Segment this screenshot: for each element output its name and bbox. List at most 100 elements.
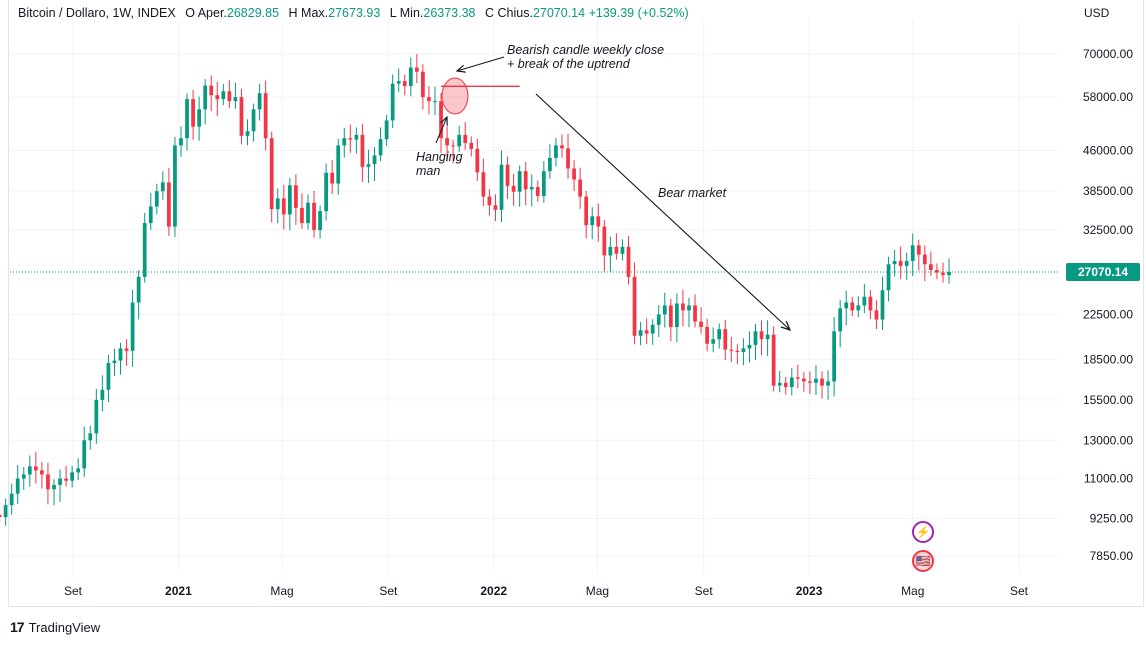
us-flag-icon[interactable]: 🇺🇸 <box>912 550 934 572</box>
candle[interactable] <box>251 103 256 142</box>
candle[interactable] <box>15 465 20 505</box>
bolt-icon[interactable]: ⚡ <box>912 521 934 543</box>
candle[interactable] <box>46 462 50 505</box>
candle[interactable] <box>777 370 782 393</box>
candle[interactable] <box>160 171 165 200</box>
candle[interactable] <box>844 290 849 326</box>
candle[interactable] <box>820 371 824 399</box>
candle[interactable] <box>681 289 685 327</box>
candle[interactable] <box>747 331 752 363</box>
time-axis[interactable]: Set 2021 Mag Set 2022 Mag Set 2023 Mag Set <box>64 584 1029 598</box>
candle[interactable] <box>808 371 812 395</box>
candle[interactable] <box>179 126 183 157</box>
candle[interactable] <box>306 194 310 230</box>
candle[interactable] <box>735 344 740 365</box>
candle[interactable] <box>620 239 625 261</box>
candle[interactable] <box>705 318 709 352</box>
candle[interactable] <box>106 354 111 403</box>
candle[interactable] <box>554 137 558 167</box>
candle[interactable] <box>687 297 691 328</box>
candle[interactable] <box>753 323 758 360</box>
candle[interactable] <box>336 138 341 195</box>
candle[interactable] <box>596 203 601 242</box>
candle[interactable] <box>281 184 286 230</box>
tradingview-brand[interactable]: 17 TradingView <box>10 619 100 635</box>
candle[interactable] <box>892 249 897 277</box>
candle[interactable] <box>408 57 413 97</box>
candle[interactable] <box>372 147 377 182</box>
candle[interactable] <box>650 319 655 345</box>
candle[interactable] <box>886 256 891 302</box>
candles[interactable] <box>0 53 951 526</box>
candle[interactable] <box>693 294 697 328</box>
price-axis[interactable]: 70000.00 58000.00 46000.00 38500.00 32500.00… <box>1083 47 1133 563</box>
candle[interactable] <box>197 96 202 141</box>
candle[interactable] <box>239 88 244 145</box>
candle[interactable] <box>433 86 437 116</box>
candle[interactable] <box>427 86 431 115</box>
candle[interactable] <box>759 320 764 356</box>
price-chart[interactable]: Bearish candle weekly close + break of t… <box>0 0 1146 607</box>
candle[interactable] <box>88 425 93 450</box>
candle[interactable] <box>590 207 595 240</box>
candle[interactable] <box>741 338 746 366</box>
candle[interactable] <box>535 180 540 202</box>
candle[interactable] <box>795 364 800 389</box>
candle[interactable] <box>922 245 927 282</box>
candle[interactable] <box>929 251 933 276</box>
candle[interactable] <box>541 161 546 203</box>
candle[interactable] <box>457 125 462 153</box>
candle[interactable] <box>287 177 292 231</box>
candle[interactable] <box>699 307 703 334</box>
candle[interactable] <box>76 458 81 481</box>
candle[interactable] <box>898 246 903 280</box>
candle[interactable] <box>185 93 189 151</box>
candle[interactable] <box>402 74 407 96</box>
candle[interactable] <box>850 296 855 317</box>
candle[interactable] <box>947 258 951 284</box>
candle[interactable] <box>191 89 195 140</box>
candle[interactable] <box>414 53 419 84</box>
candle[interactable] <box>517 165 522 207</box>
candle[interactable] <box>342 128 347 158</box>
candle[interactable] <box>384 114 389 146</box>
candle[interactable] <box>608 236 613 273</box>
candle[interactable] <box>3 498 8 526</box>
candle[interactable] <box>330 160 335 194</box>
candle[interactable] <box>789 368 794 396</box>
candle[interactable] <box>136 270 141 320</box>
currency-label[interactable]: USD <box>1084 6 1110 20</box>
candle[interactable] <box>27 455 32 487</box>
candle[interactable] <box>529 174 534 207</box>
candle[interactable] <box>451 139 456 164</box>
candle[interactable] <box>874 300 879 330</box>
candle[interactable] <box>33 451 38 484</box>
candle[interactable] <box>499 150 504 223</box>
candle[interactable] <box>578 167 582 209</box>
candle[interactable] <box>548 144 552 179</box>
candle[interactable] <box>717 323 722 349</box>
candle[interactable] <box>130 289 135 367</box>
candle[interactable] <box>366 149 371 183</box>
candle[interactable] <box>505 156 510 200</box>
candle[interactable] <box>263 80 268 151</box>
candle[interactable] <box>469 136 474 157</box>
candle[interactable] <box>124 339 129 366</box>
candle[interactable] <box>662 292 667 328</box>
candle[interactable] <box>294 174 298 225</box>
candle[interactable] <box>148 192 153 230</box>
symbol-title[interactable]: Bitcoin / Dollaro, 1W, INDEX <box>18 6 176 20</box>
candle[interactable] <box>390 74 395 129</box>
candle[interactable] <box>167 167 171 236</box>
candle[interactable] <box>0 501 2 525</box>
candle[interactable] <box>245 119 250 146</box>
candle[interactable] <box>584 190 589 239</box>
candle[interactable] <box>445 126 449 162</box>
candle[interactable] <box>21 467 26 490</box>
candle[interactable] <box>154 183 159 215</box>
candle[interactable] <box>880 276 885 330</box>
candle[interactable] <box>9 483 14 515</box>
candle[interactable] <box>475 138 480 181</box>
candle[interactable] <box>312 190 316 238</box>
candle[interactable] <box>723 319 728 360</box>
